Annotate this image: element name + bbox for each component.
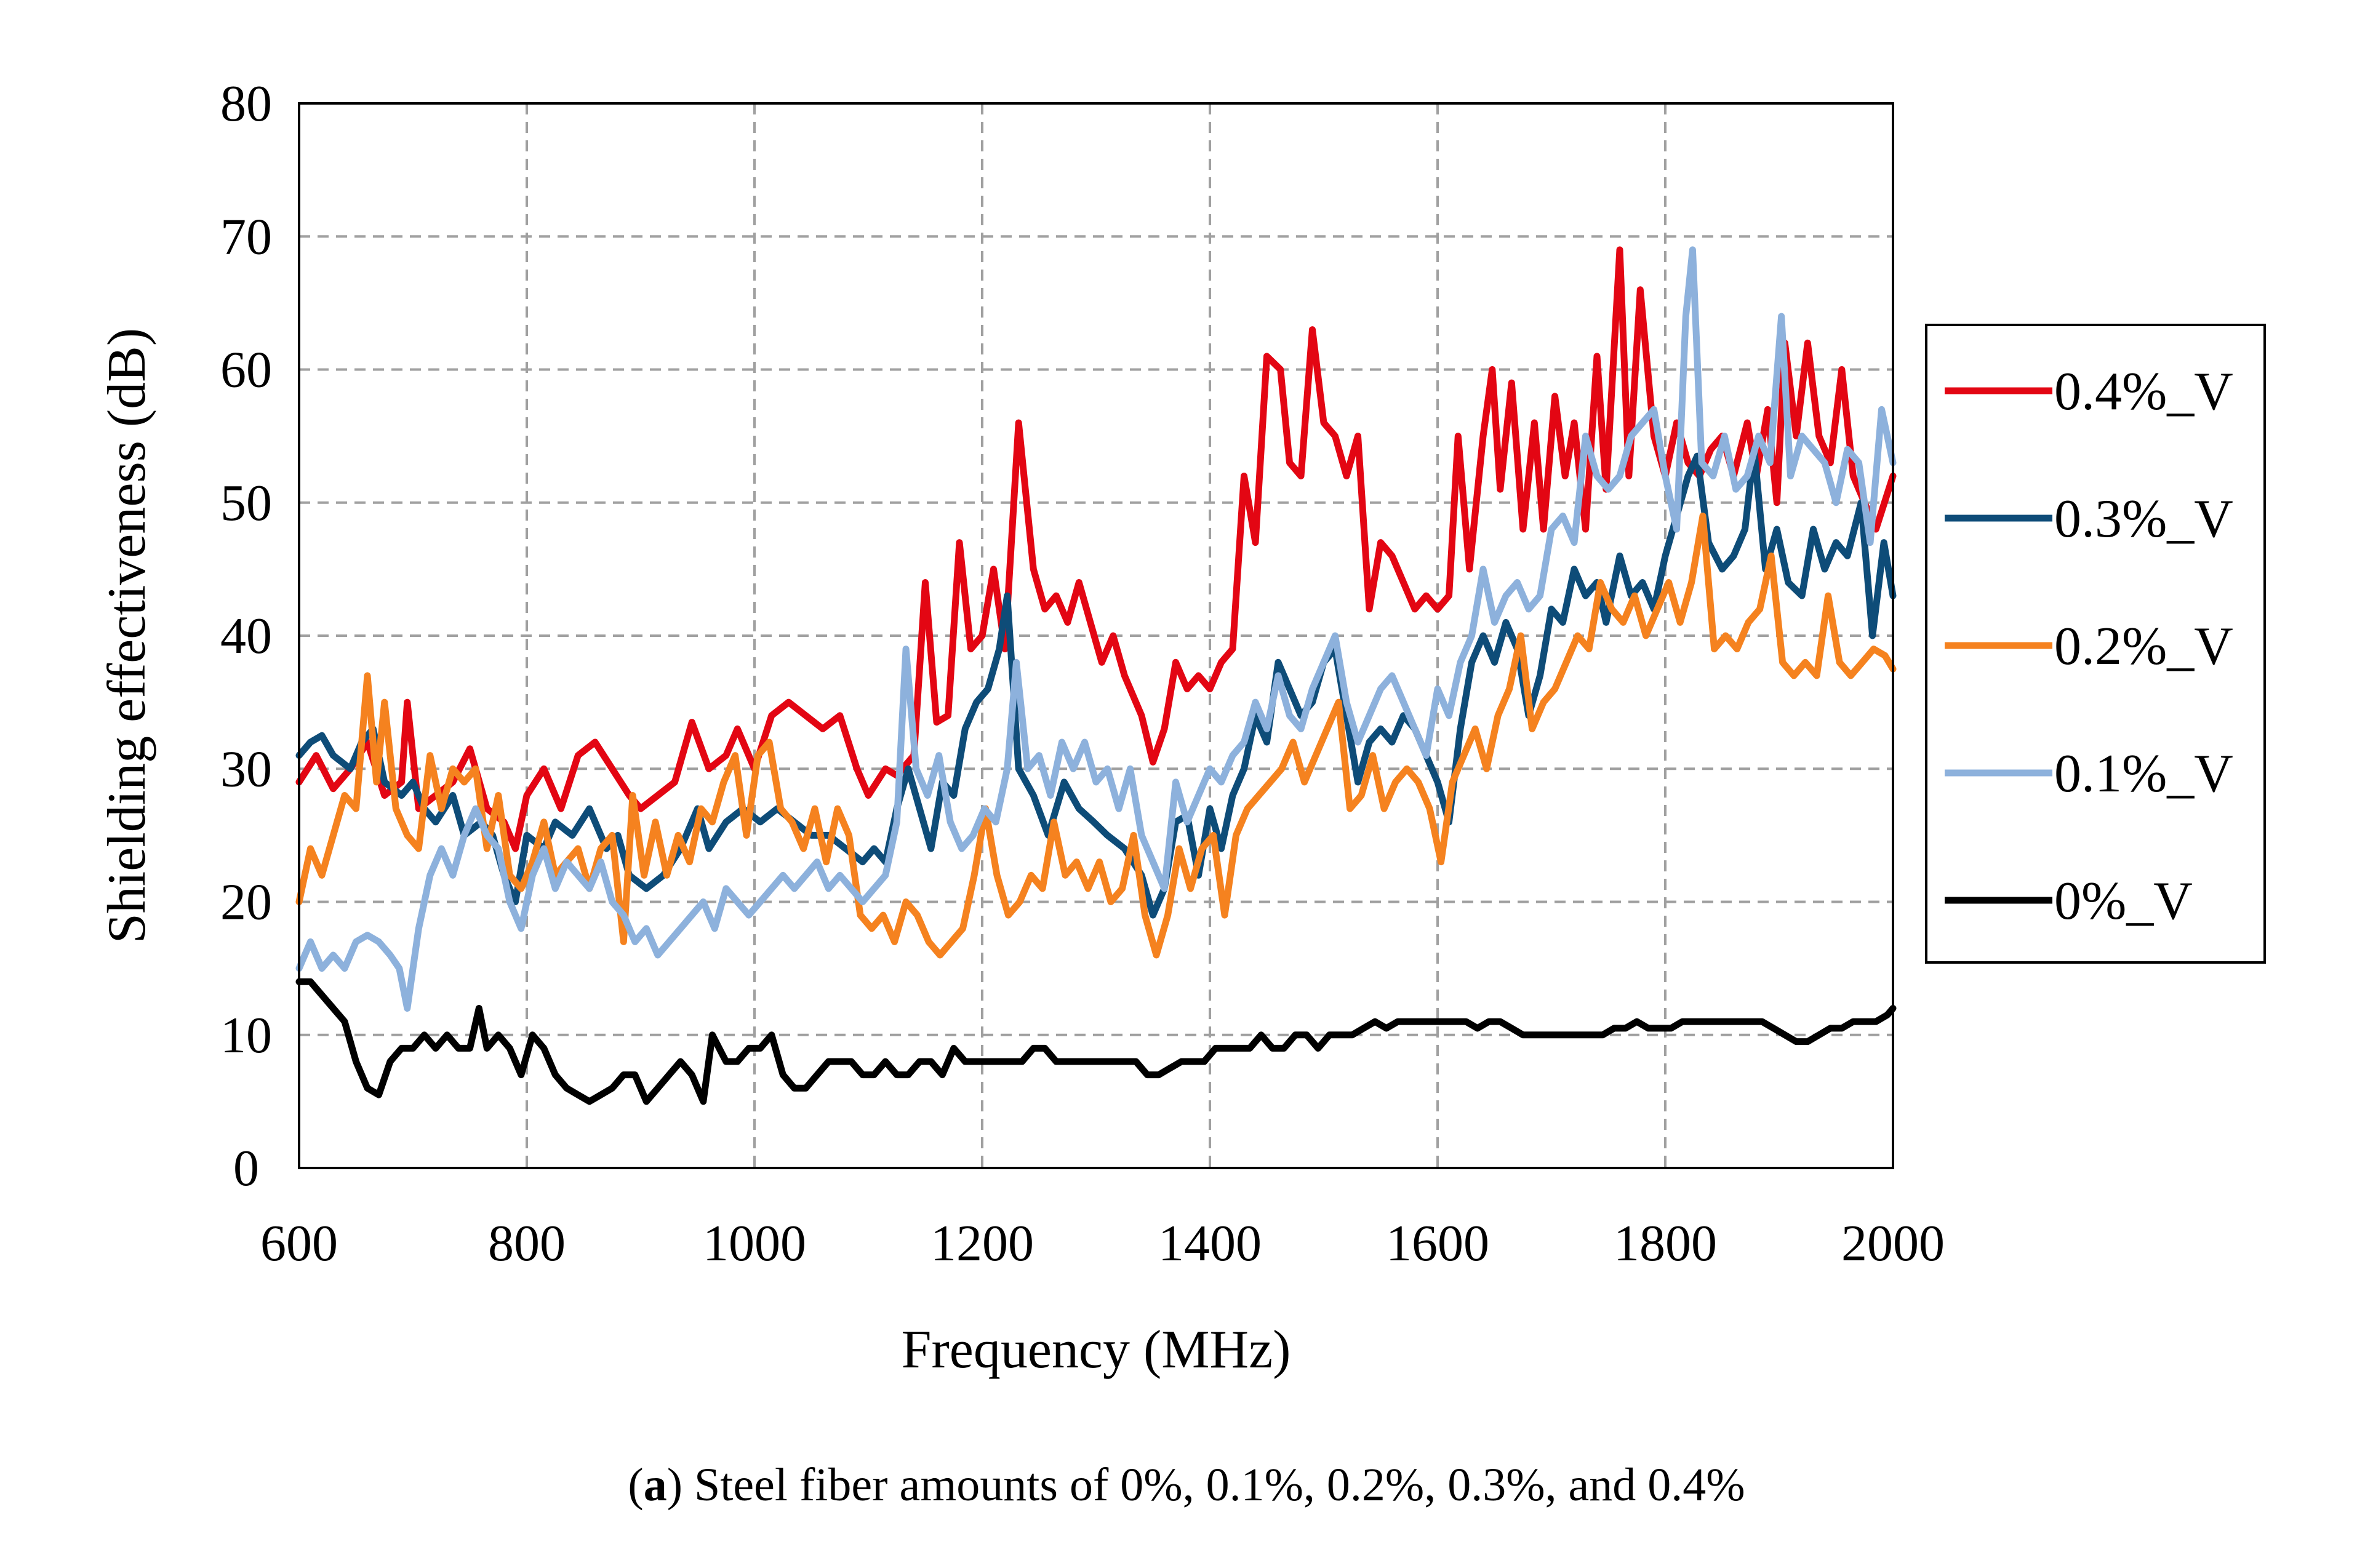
- y-tick-label: 0: [233, 1140, 259, 1197]
- caption-label: a: [643, 1459, 667, 1511]
- x-tick-label: 800: [488, 1215, 566, 1272]
- series-line-0.4%_V: [295, 246, 1897, 852]
- y-tick-label: 50: [220, 474, 272, 532]
- x-tick-label: 1600: [1386, 1215, 1489, 1272]
- grid-lines: [299, 103, 1893, 1168]
- y-tick-label: 60: [220, 342, 272, 399]
- y-tick-labels: 0 10 20 30 40 50 60 70 80: [220, 75, 272, 1197]
- legend-entry: 0.3%_V: [2054, 489, 2233, 549]
- x-tick-label: 1400: [1158, 1215, 1262, 1272]
- legend-entry: 0%_V: [2054, 871, 2193, 931]
- legend: 0.4%_V 0.3%_V 0.2%_V 0.1%_V 0%_V: [1925, 324, 2266, 964]
- plot-frame: [298, 102, 1894, 1169]
- legend-entry: 0.4%_V: [2054, 362, 2233, 422]
- x-tick-labels: 600 800 1000 1200 1400 1600 1800 2000: [260, 1215, 1945, 1272]
- legend-entry: 0.1%_V: [2054, 744, 2233, 804]
- y-tick-label: 10: [220, 1007, 272, 1064]
- y-tick-label: 70: [220, 208, 272, 265]
- y-tick-label: 40: [220, 607, 272, 665]
- y-tick-label: 30: [220, 740, 272, 798]
- x-tick-label: 600: [260, 1215, 338, 1272]
- series-lines: [295, 246, 1897, 1105]
- x-tick-label: 2000: [1841, 1215, 1945, 1272]
- y-axis-title: Shielding effectiveness (dB): [97, 328, 157, 943]
- x-tick-label: 1000: [703, 1215, 806, 1272]
- series-line-0.1%_V: [295, 246, 1897, 1012]
- series-line-0.2%_V: [295, 512, 1897, 959]
- x-tick-label: 1800: [1614, 1215, 1717, 1272]
- figure-caption: (a) Steel fiber amounts of 0%, 0.1%, 0.2…: [628, 1459, 1745, 1511]
- x-tick-label: 1200: [930, 1215, 1034, 1272]
- y-tick-label: 20: [220, 874, 272, 931]
- y-tick-label: 80: [220, 75, 272, 132]
- x-axis-title: Frequency (MHz): [902, 1320, 1291, 1380]
- series-line-0%_V: [295, 978, 1897, 1105]
- caption-text: Steel fiber amounts of 0%, 0.1%, 0.2%, 0…: [694, 1459, 1745, 1511]
- legend-entry: 0.2%_V: [2054, 617, 2233, 676]
